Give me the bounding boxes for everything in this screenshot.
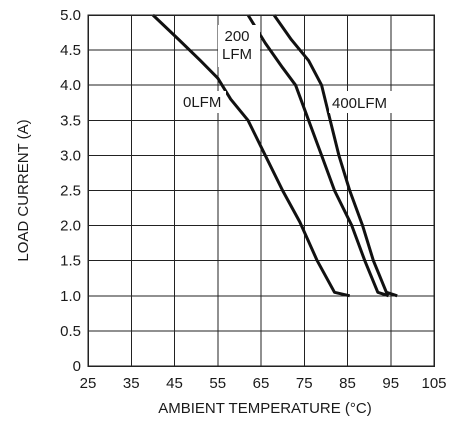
x-tick-label-7: 95 bbox=[382, 375, 399, 392]
y-tick-label-4: 2.0 bbox=[60, 218, 81, 235]
series-label-1: 200 LFM bbox=[222, 28, 252, 63]
y-tick-label-10: 5.0 bbox=[60, 7, 81, 24]
y-tick-label-8: 4.0 bbox=[60, 77, 81, 94]
series-label-2: 400LFM bbox=[332, 95, 387, 112]
x-tick-label-5: 75 bbox=[296, 375, 313, 392]
series-label-bg-2 bbox=[329, 91, 393, 113]
x-axis-title: AMBIENT TEMPERATURE (°C) bbox=[158, 400, 372, 417]
y-tick-label-0: 0 bbox=[73, 358, 81, 375]
x-tick-label-3: 55 bbox=[209, 375, 226, 392]
y-tick-label-3: 1.5 bbox=[60, 253, 81, 270]
plot-frame bbox=[87, 14, 435, 367]
x-tick-label-2: 45 bbox=[166, 375, 183, 392]
y-tick-label-5: 2.5 bbox=[60, 183, 81, 200]
series-labels: 0LFM 200 LFM 400LFM bbox=[180, 25, 393, 113]
x-tick-label-0: 25 bbox=[80, 375, 97, 392]
series-line-1 bbox=[246, 14, 390, 298]
series-line-0 bbox=[151, 13, 351, 298]
x-tick-label-8: 105 bbox=[421, 375, 446, 392]
x-tick-label-4: 65 bbox=[253, 375, 270, 392]
y-tick-label-6: 3.0 bbox=[60, 147, 81, 164]
y-axis-title: LOAD CURRENT (A) bbox=[15, 119, 32, 261]
series-group bbox=[151, 13, 398, 298]
x-tick-label-6: 85 bbox=[339, 375, 356, 392]
grid bbox=[87, 14, 435, 367]
series-label-bg-1 bbox=[218, 25, 260, 67]
y-tick-label-9: 4.5 bbox=[60, 42, 81, 59]
x-tick-labels: 25 35 45 55 65 75 85 95 105 bbox=[80, 375, 447, 392]
series-line-2 bbox=[272, 14, 398, 298]
y-tick-label-7: 3.5 bbox=[60, 112, 81, 129]
x-tick-label-1: 35 bbox=[123, 375, 140, 392]
series-label-bg-0 bbox=[180, 91, 226, 113]
y-tick-label-2: 1.0 bbox=[60, 288, 81, 305]
series-label-0: 0LFM bbox=[183, 94, 221, 111]
y-tick-labels: 0 0.5 1.0 1.5 2.0 2.5 3.0 3.5 4.0 4.5 5.0 bbox=[60, 7, 81, 375]
y-tick-label-1: 0.5 bbox=[60, 323, 81, 340]
